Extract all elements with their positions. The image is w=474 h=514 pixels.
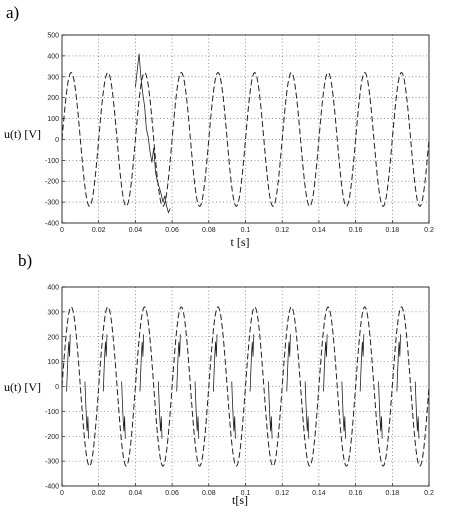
y-tick-label: 0	[55, 384, 59, 391]
y-tick-label: -300	[45, 200, 59, 207]
x-tick-label: 0.2	[424, 227, 434, 234]
notch-series-segment	[231, 381, 236, 439]
sine-series-line	[61, 306, 430, 467]
x-tick-label: 0.16	[349, 227, 363, 234]
notch-series-segment	[414, 381, 420, 439]
y-tick-label: 300	[47, 74, 59, 81]
transient-series-line	[135, 53, 171, 214]
x-tick-label: 0.12	[275, 227, 289, 234]
notch-series-segment	[194, 381, 200, 439]
x-tick-label: 0.02	[92, 490, 106, 497]
y-tick-label: 300	[47, 309, 59, 316]
x-tick-label: 0.04	[129, 490, 143, 497]
x-tick-label: 0.02	[92, 227, 106, 234]
notch-series-segment	[176, 334, 181, 392]
x-tick-label: 0.16	[349, 490, 363, 497]
x-tick-label: 0.2	[424, 490, 434, 497]
x-tick-label: 0.14	[312, 490, 326, 497]
y-tick-label: 400	[47, 285, 59, 292]
panel-label: b)	[18, 251, 32, 270]
notch-series-segment	[323, 334, 328, 392]
notch-series-segment	[121, 381, 126, 439]
y-tick-label: -200	[45, 434, 59, 441]
notch-series-segment	[157, 381, 163, 439]
notch-series-segment	[341, 381, 346, 439]
x-tick-label: 0.12	[275, 490, 289, 497]
x-tick-label: 0.1	[241, 490, 251, 497]
sine-series-line	[61, 72, 430, 207]
y-axis-label: u(t) [V]	[4, 127, 41, 141]
notch-series-segment	[304, 381, 310, 439]
notch-series-segment	[102, 334, 108, 392]
y-tick-label: -100	[45, 409, 59, 416]
x-axis-label: t[s]	[232, 493, 248, 507]
y-tick-label: -400	[45, 221, 59, 228]
x-tick-label: 0	[60, 227, 64, 234]
x-tick-label: 0.18	[385, 490, 399, 497]
y-tick-label: 0	[55, 137, 59, 144]
chart-panel-b: b) 0 0.02 0.04 0.06 0.08 0.1 0.12 0.14 0.16 0.18 0.…	[4, 251, 434, 507]
x-tick-label: 0.1	[241, 227, 251, 234]
y-tick-label: 500	[47, 33, 59, 40]
x-tick-label: 0.08	[202, 490, 216, 497]
y-tick-label: 200	[47, 95, 59, 102]
y-tick-label: 100	[47, 116, 59, 123]
notch-series-segment	[139, 334, 145, 392]
x-tick-label: 0.18	[385, 227, 399, 234]
x-axis-label: t [s]	[231, 235, 250, 249]
x-tick-label: 0.06	[165, 227, 179, 234]
y-tick-label: -100	[45, 158, 59, 165]
notch-series-segment	[84, 381, 90, 439]
notch-series-segment	[66, 334, 71, 392]
y-tick-label: -300	[45, 459, 59, 466]
x-tick-label: 0.14	[312, 227, 326, 234]
y-axis-label: u(t) [V]	[4, 380, 41, 394]
notch-series-segment	[268, 381, 273, 439]
notch-series-segment	[286, 334, 291, 392]
notch-series-segment	[212, 334, 218, 392]
y-tick-label: 200	[47, 334, 59, 341]
chart-panel-a: a) 0 0.02 0.04 0.06 0.08 0.1 0.12 0.14 0.16 0.18 0.…	[4, 3, 434, 249]
y-tick-label: 400	[47, 53, 59, 60]
notch-series-segment	[378, 381, 383, 439]
x-tick-label: 0.06	[165, 490, 179, 497]
y-tick-label: -400	[45, 484, 59, 491]
x-tick-label: 0.08	[202, 227, 216, 234]
y-tick-label: -200	[45, 179, 59, 186]
notch-series-segment	[359, 334, 365, 392]
y-tick-label: 100	[47, 359, 59, 366]
panel-label: a)	[6, 3, 19, 22]
x-tick-label: 0.04	[129, 227, 143, 234]
notch-series-segment	[396, 334, 401, 392]
notch-series-segment	[249, 334, 255, 392]
x-tick-label: 0	[60, 490, 64, 497]
